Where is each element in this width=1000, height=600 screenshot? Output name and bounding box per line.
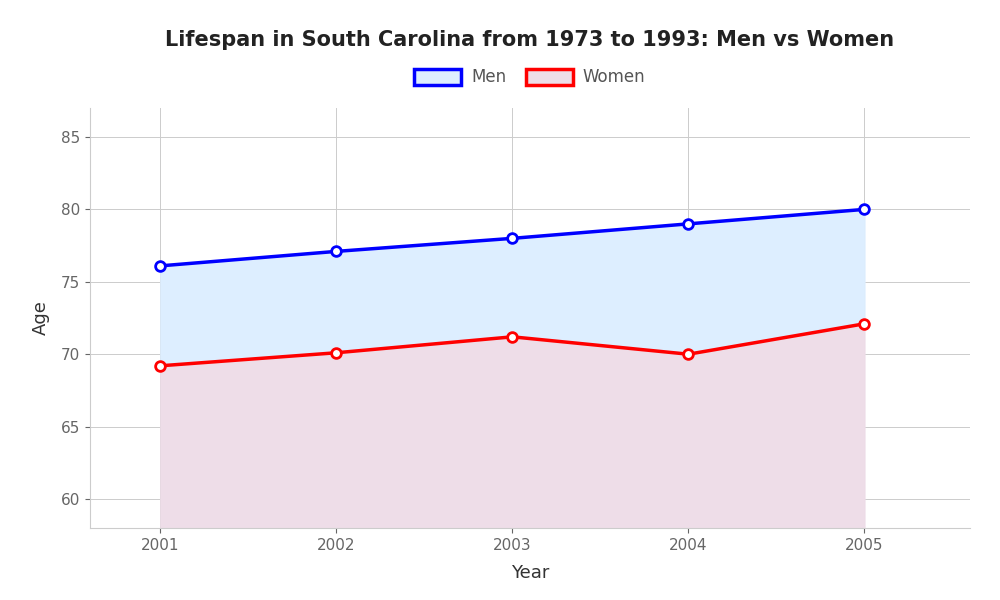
X-axis label: Year: Year [511, 564, 549, 582]
Legend: Men, Women: Men, Women [408, 62, 652, 93]
Y-axis label: Age: Age [32, 301, 50, 335]
Title: Lifespan in South Carolina from 1973 to 1993: Men vs Women: Lifespan in South Carolina from 1973 to … [165, 29, 895, 49]
